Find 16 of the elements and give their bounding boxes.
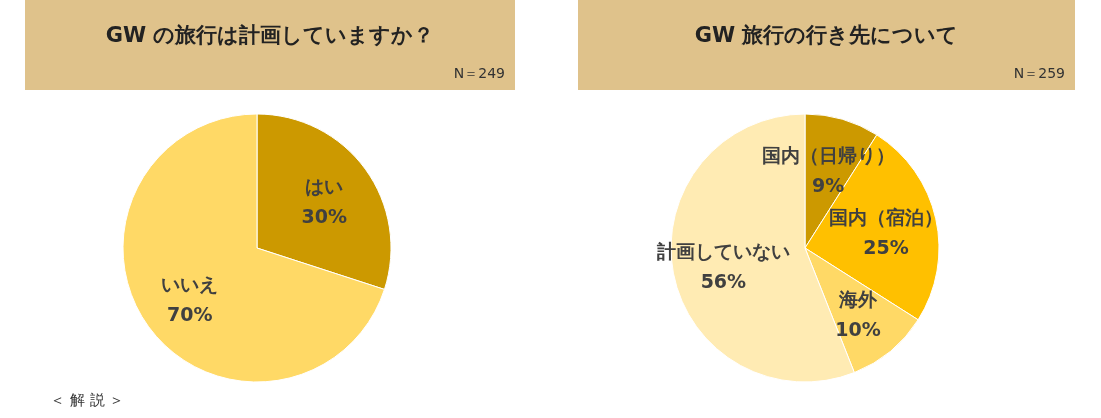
chart-title: GW 旅行の行き先について	[694, 23, 959, 47]
slice-label: 海外	[837, 288, 878, 311]
data-label: 70%	[167, 302, 213, 325]
text: N＝259	[1013, 65, 1065, 81]
slice-label: いいえ	[161, 272, 219, 295]
data-label: 30%	[301, 205, 347, 228]
slice-label: 計画していない	[655, 239, 790, 262]
slice-label: 国内（宿泊）	[829, 205, 944, 228]
chart-title: GW の旅行は計画していますか？	[105, 23, 435, 47]
data-label: 10%	[835, 318, 881, 341]
text: ＜ 解 説 ＞	[50, 391, 125, 409]
slice-label: はい	[305, 175, 344, 198]
data-label: 56%	[700, 269, 747, 292]
data-label: 9%	[812, 174, 845, 197]
data-label: 25%	[863, 235, 909, 258]
text: N＝249	[453, 65, 505, 81]
